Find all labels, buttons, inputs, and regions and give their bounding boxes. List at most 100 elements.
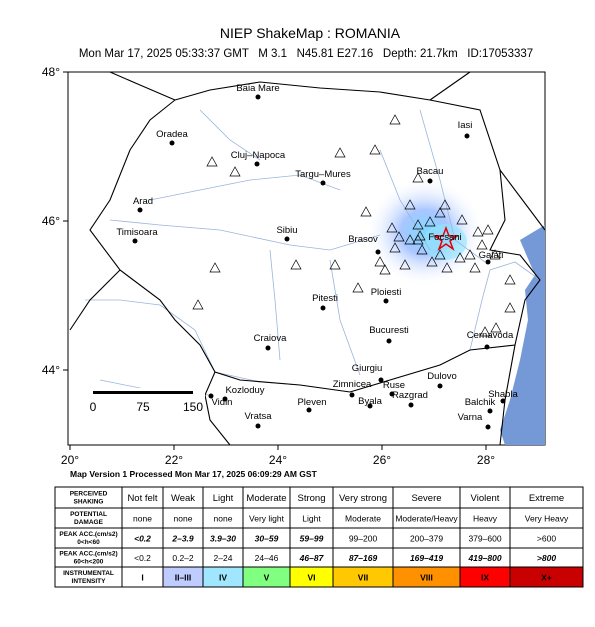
legend-cell-text: VI [307,573,315,583]
legend-row-label: PEAK ACC.(cm/s2) [59,531,117,538]
city-dot [306,407,312,413]
station [504,274,516,285]
legend-row-label: 60<h<200 [74,559,104,566]
city-dot [284,236,290,242]
legend-cell-text: Very light [249,514,285,524]
city-dot [437,383,443,389]
station [416,244,428,255]
city-label: Razgrad [392,390,428,401]
station [482,224,494,235]
city-dot [386,338,392,344]
city-dot [389,391,395,397]
city-label: Ruse [383,380,405,391]
city-label: Focsani [428,232,461,243]
legend-cell-text: 59–99 [300,534,324,544]
legend-cell-text: Heavy [473,514,498,524]
station [404,234,416,245]
x-tick-label: 24° [269,453,287,467]
city-dot [485,424,491,430]
legend-cell-text: >800 [537,553,556,563]
station [379,264,391,275]
legend-cell-text: VIII [420,573,433,583]
city-dot [349,392,355,398]
city-label: Iasi [458,120,473,131]
city-label: Kozloduy [225,385,264,396]
city-label: Giurgiu [352,363,383,374]
city-label: Cernavoda [467,330,514,341]
legend-cell-text: 46–87 [299,553,325,563]
legend-cell-text: 200–379 [410,534,443,544]
station [504,302,516,313]
city-label: Dulovo [427,371,457,382]
city-label: Brasov [348,234,378,245]
epicenter [432,225,460,252]
city-dot [375,249,381,255]
station [229,166,241,177]
stations [192,114,516,337]
legend-cell-text: Weak [171,493,195,504]
scale-bar-label: 150 [183,400,203,414]
legend-row-label: PERCEIVED [70,491,108,498]
city-label: Targu–Mures [295,169,351,180]
legend-row-label: SHAKING [74,499,104,506]
legend-cell-text: 2–24 [214,553,233,563]
city-dot [500,398,506,404]
scale-bar-line [93,391,193,394]
city-label: Baia Mare [236,83,279,94]
processed-note: Map Version 1 Processed Mon Mar 17, 2025… [70,469,318,479]
city-label: Bacau [417,166,444,177]
legend-row-label: POTENTIAL [70,511,107,518]
station [412,234,424,245]
city-dot [378,377,384,383]
station [399,259,411,270]
places: Baia Mare Iasi Oradea Cluj–Napoca Targu–Mure… [116,83,519,430]
station [439,199,451,210]
city-label: Pleven [297,397,326,408]
city-dot [320,305,326,311]
station [441,262,453,273]
legend-cell-text: Violent [471,493,500,504]
station [434,249,446,260]
legend-row-label: DAMAGE [74,519,104,526]
city-dot [464,133,470,139]
city-dot [367,403,373,409]
station [369,144,381,155]
city-label: Sibiu [276,225,297,236]
station [424,216,436,227]
station [426,256,438,267]
legend-cell-text: 87–169 [349,553,378,563]
city-dot [208,393,214,399]
station [389,242,401,253]
city-label: Vratsa [244,411,272,422]
legend-cell-text: 0.2–2 [172,553,194,563]
legend-cell-text: <0.2 [134,553,151,563]
station [290,259,302,270]
legend-cell-text: 379–600 [468,534,501,544]
legend-cell-text: Very Heavy [525,514,569,524]
y-tick-label: 48° [42,65,60,79]
city-label: Ploiesti [371,287,402,298]
city-dot [222,396,228,402]
station [374,256,386,267]
city-label: Vidin [212,397,233,408]
station [472,226,484,237]
city-dot [255,423,261,429]
station [479,326,491,337]
city-label: Galati [479,250,504,261]
city-dot [254,161,260,167]
city-label: Oradea [156,129,188,140]
station [469,262,481,273]
station [434,207,446,218]
axes: 20° 22° 24° 26° 28° 48° 46° 44° [42,65,495,467]
borders [69,71,546,446]
station [192,299,204,310]
x-tick-label: 22° [165,453,183,467]
station [386,222,398,233]
city-label: Craiova [254,333,287,344]
city-label: Varna [458,412,483,423]
x-tick-label: 26° [373,453,391,467]
shaking-core [423,224,467,260]
legend-cell-text: 99–200 [349,534,378,544]
city-label: Pitesti [312,293,338,304]
